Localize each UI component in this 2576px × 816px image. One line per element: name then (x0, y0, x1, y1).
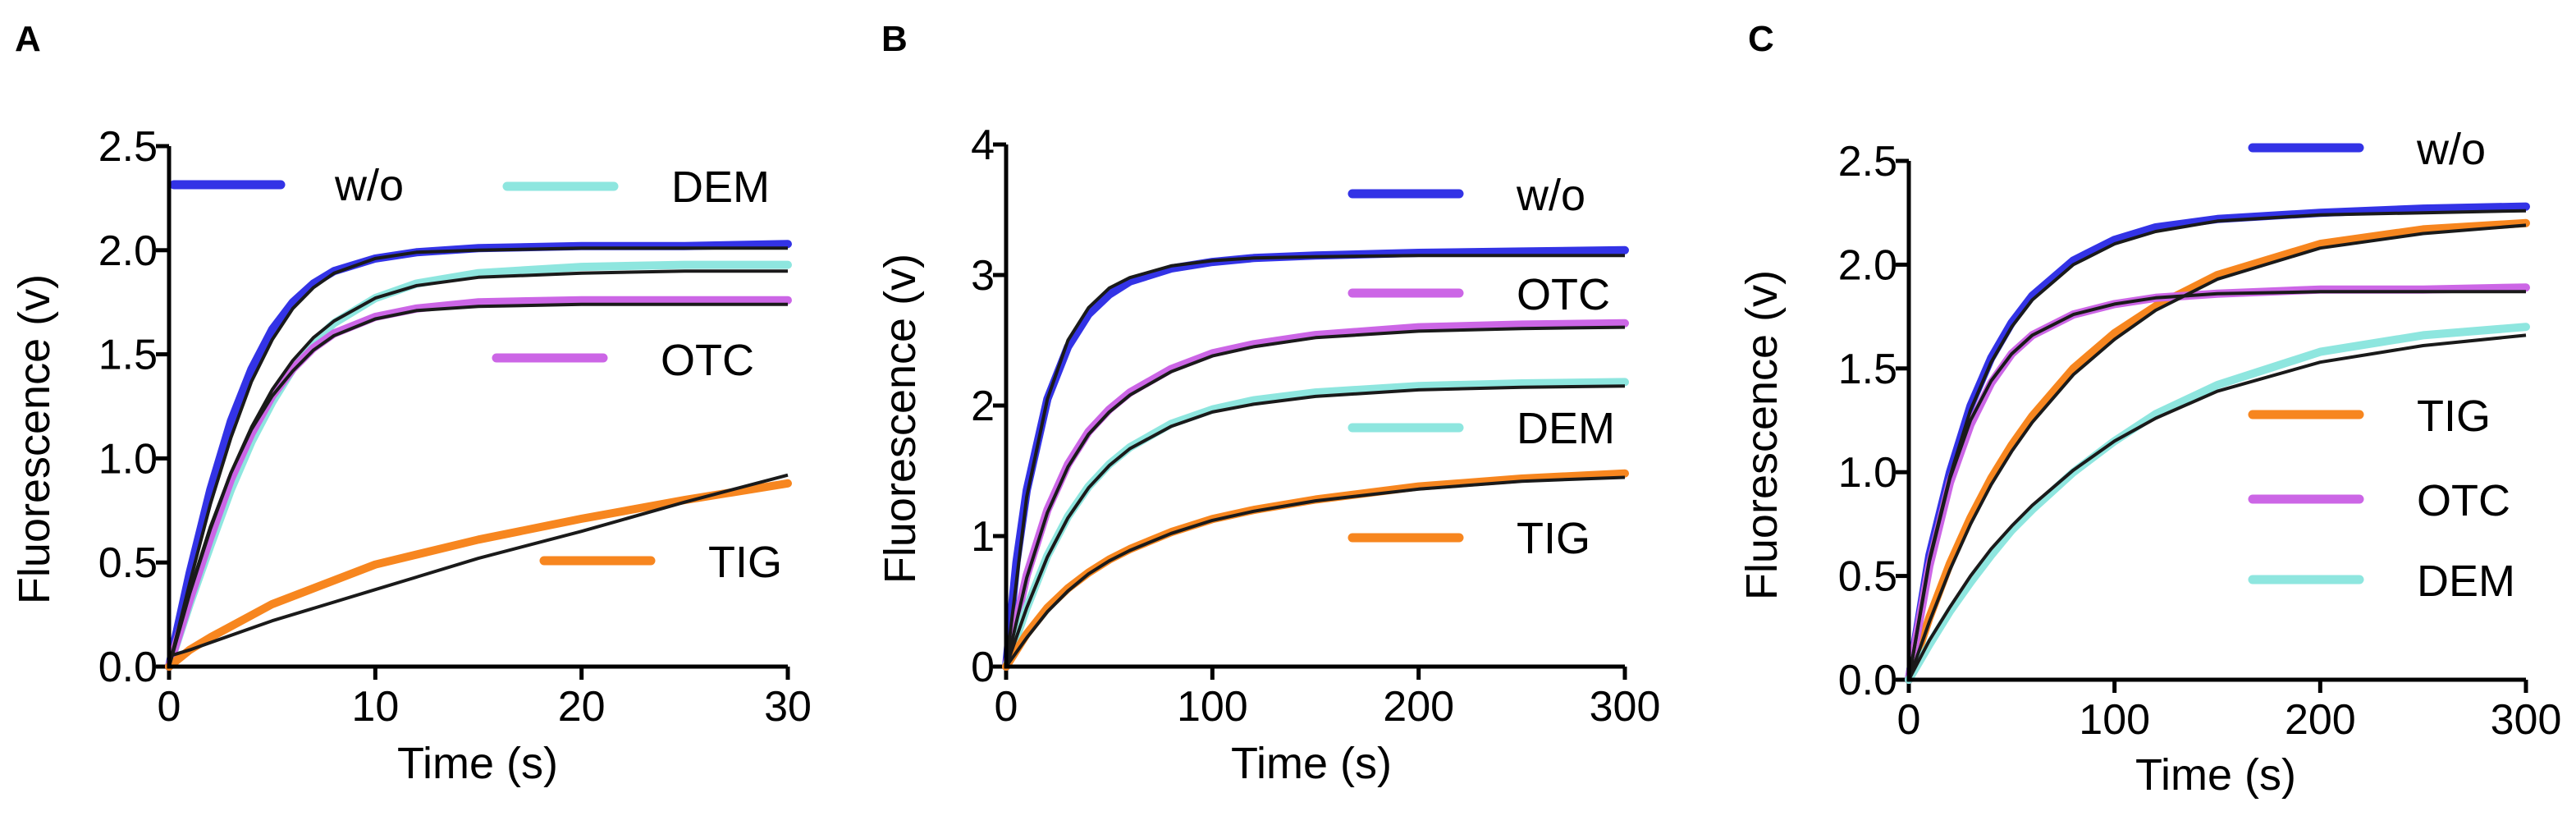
fit-curves (167, 246, 789, 667)
y-axis-title: Fluorescence (v) (10, 274, 59, 604)
fit-curves (1907, 209, 2527, 681)
axis-ticks: 0 100 200 300 0.0 0.5 1.0 1.5 2.0 2.5 (1838, 138, 2562, 744)
y-axis-title: Fluorescence (v) (1737, 270, 1787, 600)
y-tick-label: 4 (971, 121, 995, 169)
fit-tig (1004, 475, 1626, 668)
panel-b: B Fluorescence (v) Time (s) 0 100 200 300 0 1… (876, 19, 1660, 788)
series-w/o (165, 240, 792, 671)
legend-label-dem: DEM (1517, 404, 1615, 453)
x-tick-label: 30 (764, 683, 812, 731)
y-tick-label: 2.0 (98, 227, 158, 275)
series-otc (1002, 319, 1629, 671)
y-tick-label: 1.0 (1838, 449, 1897, 497)
x-tick-label: 100 (1177, 683, 1248, 731)
y-tick-label: 0.5 (98, 539, 158, 587)
fit-w/o (1907, 209, 2527, 681)
x-axis-title: Time (s) (397, 739, 558, 788)
panel-c: C Fluorescence (v) Time (s) 0 100 200 300 0.… (1737, 19, 2561, 800)
x-tick-label: 200 (2285, 696, 2356, 744)
legend-label-w/o: w/o (1516, 171, 1585, 220)
panel-a: A Fluorescence (v) Time (s) 0 10 20 30 0.0 0.… (10, 19, 812, 788)
fit-w/o (167, 246, 788, 667)
x-tick-label: 100 (2079, 696, 2150, 744)
x-tick-label: 300 (1590, 683, 1661, 731)
y-tick-label: 0.5 (1838, 553, 1897, 601)
axes-frame (1906, 161, 2526, 682)
legend-label-otc: OTC (1517, 270, 1610, 319)
y-tick-label: 1.5 (98, 332, 158, 379)
legend-label-dem: DEM (2417, 557, 2515, 606)
y-tick-label: 0.0 (98, 644, 158, 691)
panel-letter: B (881, 19, 908, 59)
legend-label-dem: DEM (671, 163, 770, 212)
y-tick-label: 2.0 (1838, 241, 1897, 289)
fit-curves (1004, 254, 1626, 668)
legend-label-tig: TIG (1517, 514, 1590, 563)
legend-label-w/o: w/o (334, 161, 404, 210)
axes-frame (1004, 144, 1625, 669)
legend: w/o TIG OTC DEM (2248, 125, 2515, 606)
x-tick-label: 200 (1383, 683, 1454, 731)
fit-otc (1907, 290, 2526, 681)
panel-letter: C (1748, 19, 1774, 59)
y-axis-title: Fluorescence (v) (876, 254, 925, 584)
y-tick-label: 1.5 (1838, 346, 1897, 393)
legend-label-w/o: w/o (2416, 125, 2486, 174)
panel-letter: A (15, 19, 41, 59)
legend: w/o OTC DEM TIG (1347, 171, 1615, 563)
series-tig (165, 479, 792, 671)
y-tick-label: 0 (971, 644, 995, 691)
legend-label-tig: TIG (708, 538, 782, 587)
x-tick-label: 10 (351, 683, 399, 731)
series-otc (165, 296, 792, 671)
legend-label-otc: OTC (2417, 476, 2510, 525)
x-axis-title: Time (s) (2135, 750, 2296, 800)
y-tick-label: 2.5 (1838, 138, 1897, 186)
axes-frame (167, 146, 788, 669)
y-tick-label: 2 (971, 383, 995, 430)
legend-label-tig: TIG (2417, 392, 2491, 441)
x-tick-label: 0 (1897, 696, 1921, 744)
y-tick-label: 3 (971, 252, 995, 300)
x-tick-label: 0 (995, 683, 1018, 731)
fit-tig (1907, 223, 2527, 681)
series-tig (1905, 218, 2530, 684)
fit-dem (1004, 384, 1626, 667)
axis-ticks: 0 10 20 30 0.0 0.5 1.0 1.5 2.0 2.5 (98, 123, 812, 731)
fit-tig (168, 473, 789, 658)
x-tick-label: 0 (158, 683, 181, 731)
fit-otc (1004, 325, 1626, 667)
y-tick-label: 0.0 (1838, 657, 1897, 704)
series-dem (1905, 323, 2530, 684)
x-axis-title: Time (s) (1231, 739, 1392, 788)
fit-otc (167, 302, 788, 667)
x-tick-label: 20 (558, 683, 606, 731)
x-tick-label: 300 (2491, 696, 2562, 744)
fit-w/o (1004, 254, 1625, 667)
y-tick-label: 1.0 (98, 435, 158, 483)
fit-dem (1907, 333, 2527, 681)
y-tick-label: 1 (971, 513, 995, 561)
legend: w/o DEM OTC TIG (169, 161, 782, 587)
axis-ticks: 0 100 200 300 0 1 2 3 4 (971, 121, 1660, 731)
y-tick-label: 2.5 (98, 123, 158, 171)
legend-label-otc: OTC (661, 336, 754, 385)
